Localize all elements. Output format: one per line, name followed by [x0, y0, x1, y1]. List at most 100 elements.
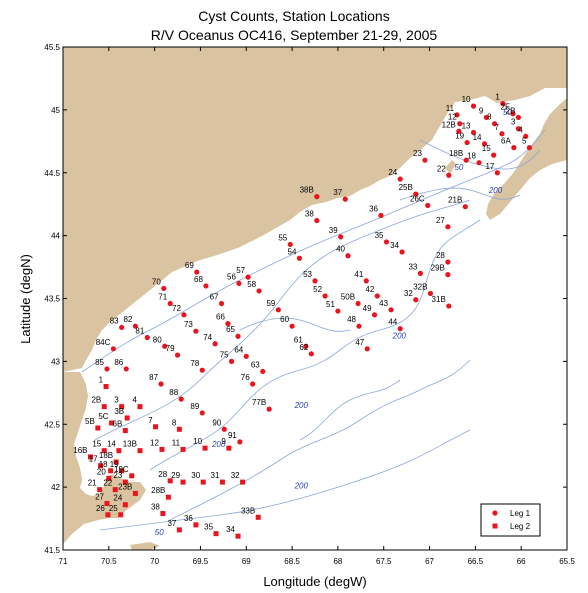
- y-tick-label: 45: [51, 106, 60, 115]
- leg1-station-marker: [511, 145, 517, 151]
- leg1-station-marker: [194, 269, 200, 275]
- y-tick-label: 44.5: [44, 169, 60, 178]
- leg2-station-marker: [106, 475, 112, 481]
- leg2-station-label: 18: [99, 460, 108, 469]
- leg1-station-marker: [397, 176, 403, 182]
- leg1-station-label: 74: [203, 333, 212, 342]
- leg2-station-marker: [119, 468, 125, 474]
- leg1-station-label: 62: [299, 343, 308, 352]
- leg2-station-marker: [101, 448, 107, 454]
- leg1-station-label: 17: [485, 162, 494, 171]
- contour-depth-label: 200: [211, 440, 226, 449]
- leg1-station-marker: [371, 312, 378, 318]
- leg1-station-label: 47: [355, 338, 364, 347]
- leg2-station-marker: [219, 479, 225, 485]
- leg1-station-label: 85: [95, 358, 104, 367]
- leg1-station-marker: [235, 333, 241, 339]
- leg2-station-label: 9: [221, 437, 226, 446]
- leg1-station-marker: [181, 312, 187, 318]
- x-tick-label: 70.5: [101, 557, 117, 566]
- leg1-station-label: 67: [210, 293, 219, 302]
- y-tick-label: 42.5: [44, 420, 60, 429]
- leg1-station-label: 12: [448, 113, 457, 122]
- leg1-station-marker: [445, 272, 451, 278]
- leg1-station-marker: [221, 426, 227, 432]
- leg1-station-marker: [314, 217, 320, 224]
- y-tick-label: 44: [51, 232, 60, 241]
- leg1-station-label: 27: [436, 216, 445, 225]
- leg1-station-label: 25B: [399, 183, 413, 192]
- leg2-station-label: 36: [184, 514, 193, 523]
- leg2-station-label: 6B: [113, 420, 123, 429]
- leg1-station-label: 77B: [252, 398, 266, 407]
- leg1-station-marker: [397, 326, 403, 332]
- leg1-station-label: 78: [190, 359, 199, 368]
- leg1-station-label: 71: [158, 293, 167, 302]
- leg2-station-label: 14: [107, 440, 116, 449]
- leg2-station-marker: [137, 448, 143, 454]
- leg1-station-label: 72: [172, 304, 181, 313]
- leg2-station-label: 27: [95, 492, 104, 501]
- leg1-station-marker: [388, 307, 394, 313]
- leg1-station-marker: [383, 239, 390, 245]
- leg2-station-label: 25: [109, 504, 118, 513]
- leg1-station-marker: [355, 300, 361, 307]
- leg1-station-marker: [266, 406, 272, 412]
- leg2-station-label: 20: [97, 467, 106, 476]
- leg1-station-label: 2B: [506, 106, 516, 115]
- leg1-station-marker: [378, 212, 384, 219]
- leg1-station-label: 37: [333, 188, 342, 197]
- x-tick-label: 65.5: [559, 557, 575, 566]
- leg1-station-marker: [463, 157, 469, 163]
- y-tick-label: 45.5: [44, 43, 60, 52]
- leg1-station-label: 19: [455, 132, 464, 141]
- leg1-station-label: 42: [365, 285, 374, 294]
- leg1-station-marker: [174, 352, 181, 358]
- leg1-station-label: 1: [495, 93, 500, 102]
- leg2-station-label: 5B: [85, 417, 95, 426]
- leg2-station-marker: [153, 424, 159, 430]
- leg2-station-label: 26: [96, 504, 105, 513]
- leg2-station-marker: [180, 479, 186, 485]
- leg1-station-marker: [236, 280, 242, 287]
- leg1-station-marker: [476, 160, 482, 166]
- leg1-station-label: 63: [251, 360, 260, 369]
- leg2-station-marker: [122, 502, 128, 508]
- legend-leg1-label: Leg 1: [510, 509, 531, 518]
- leg1-station-marker: [312, 278, 318, 284]
- x-tick-label: 69.5: [193, 557, 209, 566]
- leg2-station-label: 24: [113, 494, 122, 503]
- leg1-station-marker: [158, 381, 164, 387]
- leg2-station-label: 37: [167, 519, 176, 528]
- land-grand-manan: [445, 160, 456, 174]
- leg2-station-label: 10: [193, 437, 202, 446]
- leg2-station-marker: [226, 445, 232, 451]
- leg1-station-label: 34: [390, 241, 399, 250]
- x-tick-label: 68.5: [284, 557, 300, 566]
- legend-leg2-marker: [492, 523, 498, 529]
- leg1-station-marker: [296, 255, 303, 261]
- leg1-station-marker: [345, 253, 351, 259]
- land-nova-scotia: [486, 98, 567, 220]
- leg1-station-marker: [218, 300, 225, 307]
- leg1-station-marker: [245, 274, 251, 280]
- leg1-station-label: 69: [185, 261, 194, 270]
- y-tick-label: 42: [51, 483, 60, 492]
- legend: Leg 1 Leg 2: [480, 503, 541, 537]
- leg1-station-marker: [199, 410, 205, 416]
- leg2-station-marker: [132, 490, 138, 496]
- leg1-station-marker: [417, 270, 423, 276]
- leg1-station-marker: [515, 126, 522, 132]
- leg1-station-label: 90: [212, 418, 221, 427]
- leg1-station-marker: [132, 323, 138, 329]
- leg2-station-marker: [193, 522, 199, 528]
- leg1-station-label: 15: [482, 144, 491, 153]
- leg1-station-label: 24: [388, 168, 397, 177]
- leg1-station-label: 53: [303, 270, 312, 279]
- leg1-station-label: 4: [518, 125, 523, 134]
- leg1-station-marker: [161, 285, 167, 292]
- leg1-station-marker: [456, 128, 462, 134]
- leg1-station-marker: [289, 323, 295, 329]
